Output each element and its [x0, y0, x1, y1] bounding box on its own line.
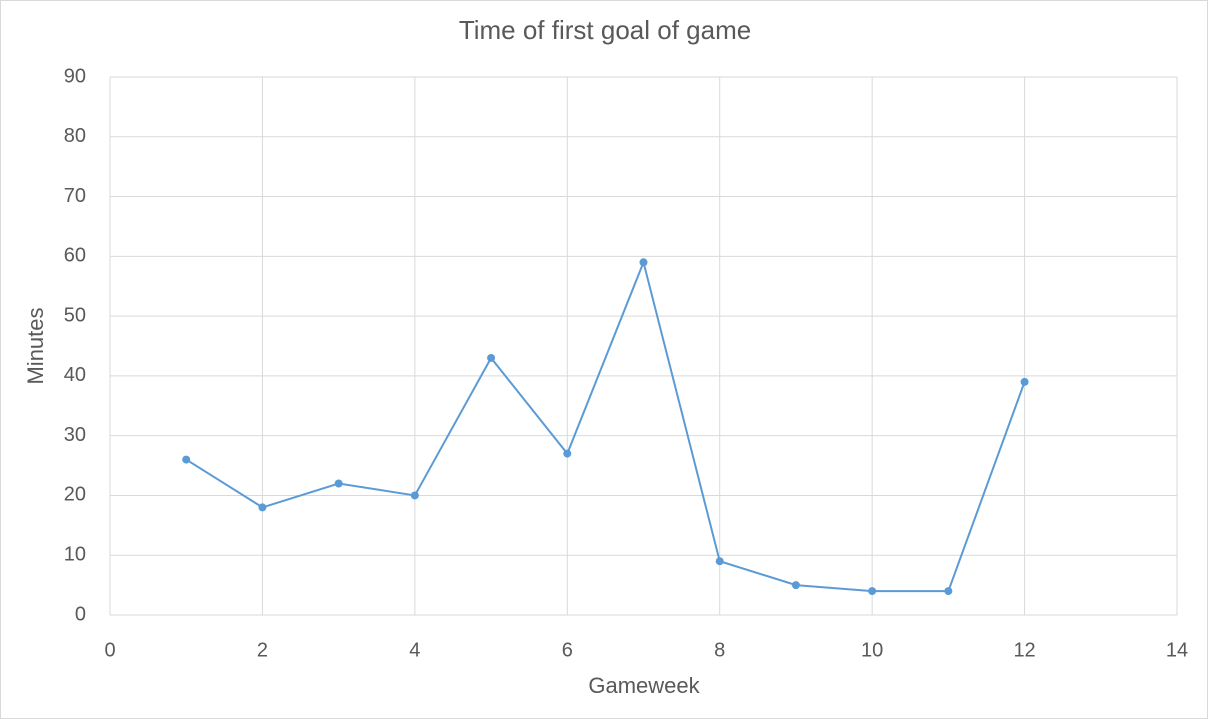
data-point: [334, 479, 343, 488]
data-point: [258, 503, 267, 512]
y-tick-label: 0: [75, 603, 86, 625]
x-tick-label: 2: [257, 639, 268, 661]
x-tick-label: 8: [714, 639, 725, 661]
data-point: [563, 449, 572, 458]
y-tick-label: 90: [64, 65, 86, 87]
x-tick-label: 4: [409, 639, 420, 661]
data-point: [868, 587, 877, 596]
x-tick-label: 10: [861, 639, 883, 661]
y-tick-label: 10: [64, 544, 86, 566]
x-tick-label: 6: [562, 639, 573, 661]
data-point: [715, 557, 724, 566]
y-axis-label: Minutes: [23, 307, 48, 384]
x-tick-label: 0: [104, 639, 115, 661]
chart-title: Time of first goal of game: [459, 15, 751, 45]
data-point: [791, 581, 800, 590]
series-line: [185, 259, 1026, 593]
x-tick-label: 14: [1166, 639, 1188, 661]
data-point: [410, 491, 419, 500]
data-point: [1020, 377, 1029, 386]
y-tick-label: 70: [64, 185, 86, 207]
y-tick-label: 60: [64, 245, 86, 267]
x-axis-label: Gameweek: [588, 673, 700, 698]
x-tick-label: 12: [1013, 639, 1035, 661]
data-point: [944, 587, 953, 596]
y-tick-label: 50: [64, 304, 86, 326]
y-tick-label: 40: [64, 364, 86, 386]
data-point: [182, 455, 191, 464]
y-tick-label: 80: [64, 125, 86, 147]
y-tick-label: 30: [64, 424, 86, 446]
data-point: [639, 258, 648, 267]
data-point: [487, 353, 496, 362]
y-tick-label: 20: [64, 484, 86, 506]
